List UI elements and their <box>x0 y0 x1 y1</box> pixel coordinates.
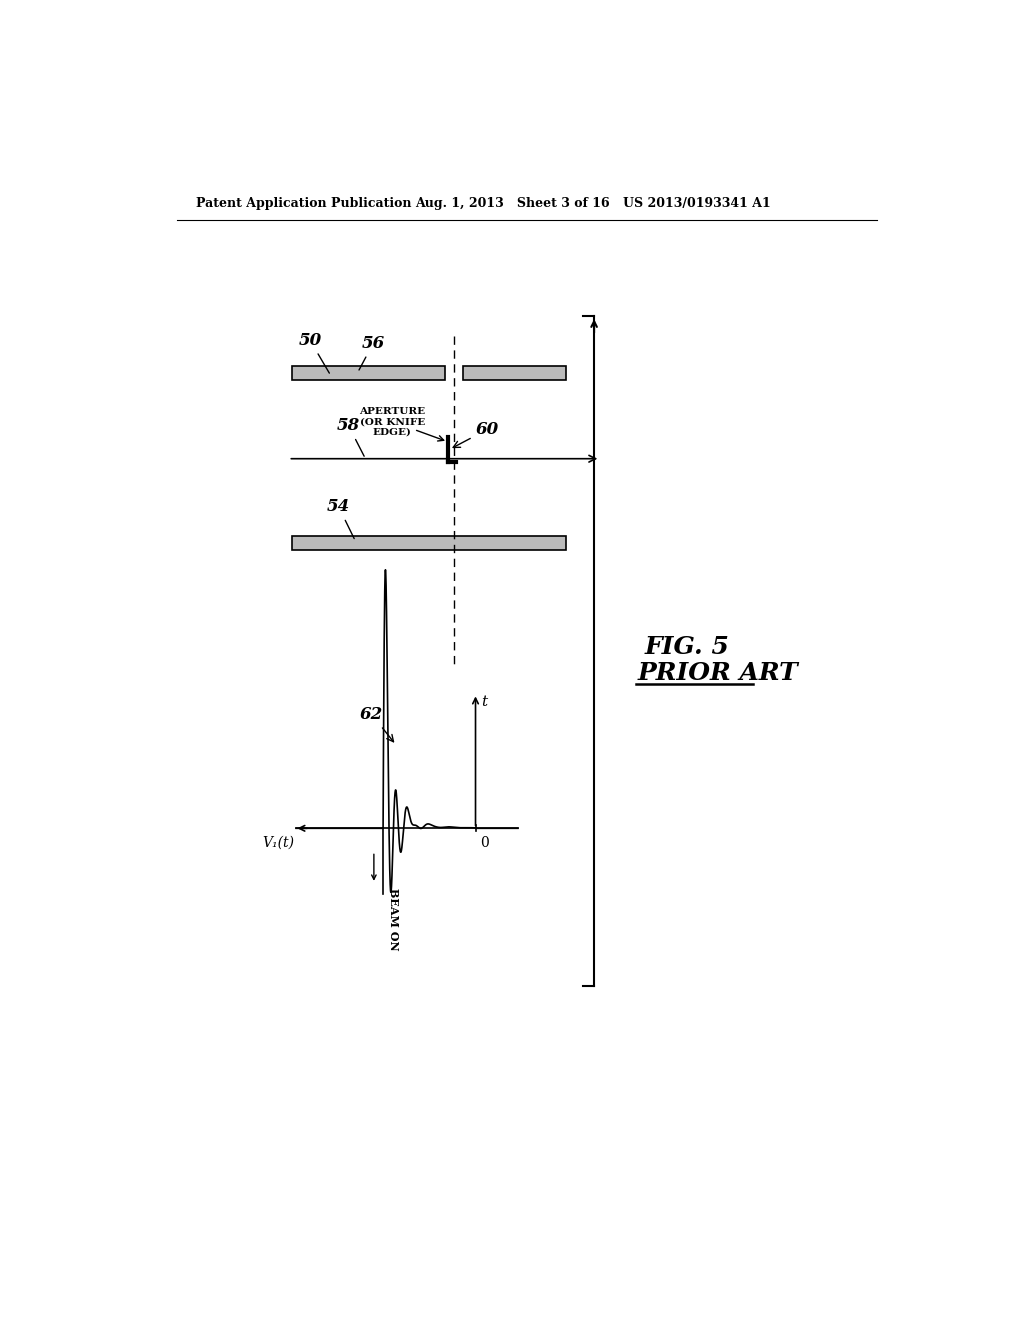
Text: APERTURE
(OR KNIFE
EDGE): APERTURE (OR KNIFE EDGE) <box>359 407 425 437</box>
Text: t: t <box>481 696 487 709</box>
Text: 50: 50 <box>298 331 330 374</box>
Text: PRIOR ART: PRIOR ART <box>637 661 798 685</box>
Text: Aug. 1, 2013   Sheet 3 of 16: Aug. 1, 2013 Sheet 3 of 16 <box>416 197 610 210</box>
Text: 62: 62 <box>360 706 393 742</box>
Text: 60: 60 <box>454 421 499 447</box>
Text: FIG. 5: FIG. 5 <box>645 635 730 660</box>
Polygon shape <box>292 536 565 549</box>
Polygon shape <box>292 367 444 380</box>
Text: US 2013/0193341 A1: US 2013/0193341 A1 <box>624 197 771 210</box>
Text: 54: 54 <box>327 498 354 539</box>
Text: 56: 56 <box>359 335 385 370</box>
Text: V₁(t): V₁(t) <box>262 836 295 850</box>
Polygon shape <box>463 367 565 380</box>
Text: Patent Application Publication: Patent Application Publication <box>196 197 412 210</box>
Text: 0: 0 <box>480 836 488 850</box>
Text: BEAM ON: BEAM ON <box>388 888 398 950</box>
Text: 58: 58 <box>337 417 365 457</box>
